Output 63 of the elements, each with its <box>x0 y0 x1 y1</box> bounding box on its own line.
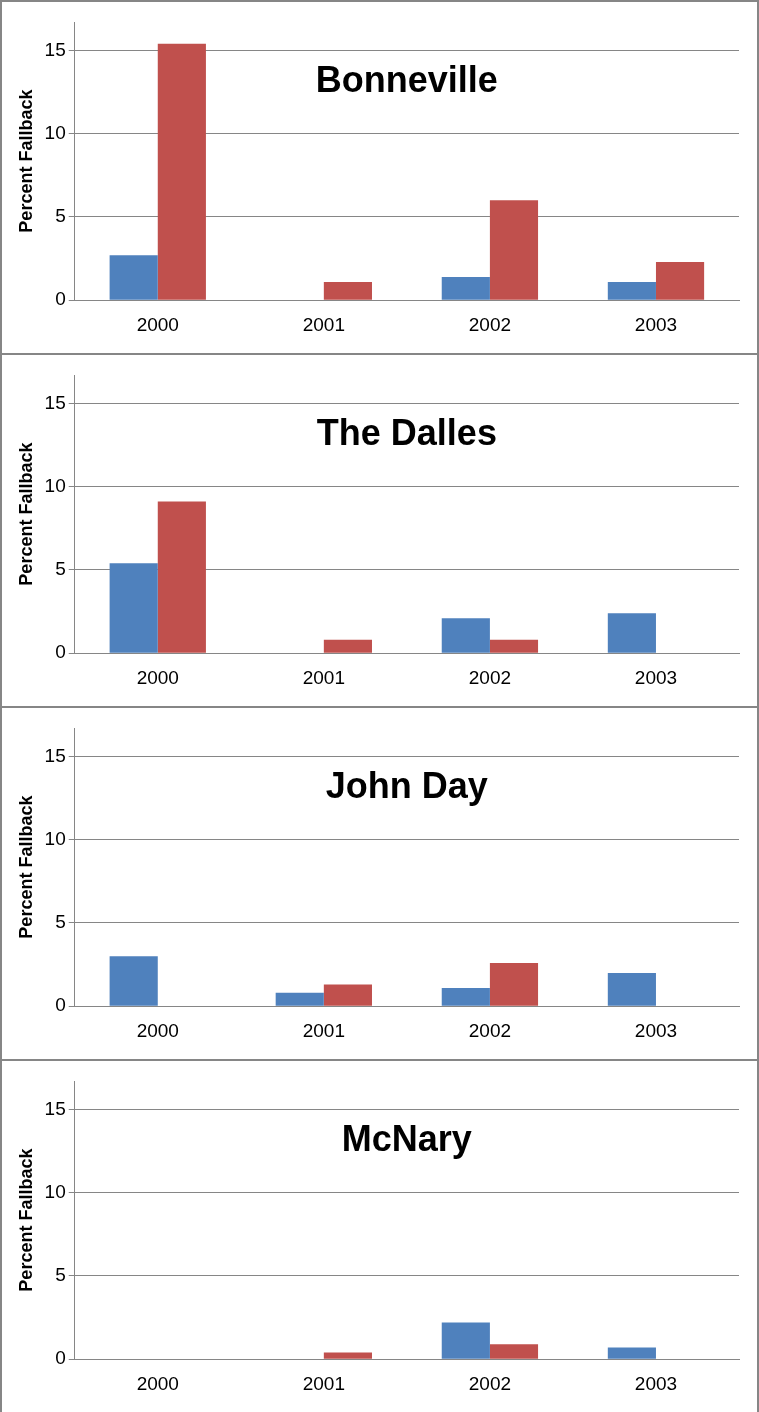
y-axis-title: Percent Fallback <box>15 88 36 233</box>
y-tick-label: 10 <box>44 121 66 143</box>
bar <box>109 563 158 653</box>
bar <box>441 987 490 1006</box>
x-tick-label: 2000 <box>136 1372 179 1394</box>
y-tick-label: 0 <box>55 641 66 663</box>
bar <box>109 255 158 300</box>
bar <box>109 956 158 1006</box>
bar <box>323 984 372 1006</box>
x-tick-label: 2002 <box>468 313 512 335</box>
text: John Day <box>325 764 488 806</box>
bar <box>441 618 490 653</box>
x-tick-label: 2002 <box>468 666 512 688</box>
y-tick-label: 5 <box>55 558 66 580</box>
x-tick-label: 2002 <box>468 1019 512 1041</box>
y-tick-label: 10 <box>44 1180 66 1202</box>
y-tick-label: 5 <box>55 1264 66 1286</box>
y-tick-label: 10 <box>44 827 66 849</box>
y-axis-title: Percent Fallback <box>15 794 36 939</box>
bar <box>323 639 372 653</box>
bar <box>489 962 539 1006</box>
x-tick-label: 2001 <box>302 313 345 335</box>
text: McNary <box>341 1117 472 1159</box>
bar <box>489 1344 539 1359</box>
x-tick-label: 2002 <box>468 1372 512 1394</box>
bar <box>157 43 206 300</box>
bar <box>607 613 656 653</box>
bar <box>441 1322 490 1359</box>
y-tick-label: 0 <box>55 288 66 310</box>
x-tick-label: 2001 <box>302 666 345 688</box>
text: Bonneville <box>315 58 498 100</box>
bar <box>441 276 490 300</box>
bar <box>607 972 656 1006</box>
x-tick-label: 2003 <box>634 1372 678 1394</box>
y-tick-label: 15 <box>44 744 66 766</box>
x-tick-label: 2003 <box>634 1019 678 1041</box>
bar <box>157 501 206 653</box>
y-axis-title: Percent Fallback <box>15 441 36 586</box>
y-tick-label: 10 <box>44 474 66 496</box>
x-tick-label: 2001 <box>302 1019 345 1041</box>
x-tick-label: 2003 <box>634 666 678 688</box>
y-tick-label: 15 <box>44 38 66 60</box>
x-tick-label: 2000 <box>136 666 179 688</box>
y-axis-title: Percent Fallback <box>15 1147 36 1292</box>
y-tick-label: 0 <box>55 994 66 1016</box>
x-tick-label: 2003 <box>634 313 678 335</box>
y-tick-label: 15 <box>44 391 66 413</box>
x-tick-label: 2001 <box>302 1372 345 1394</box>
bar <box>607 281 656 300</box>
bar <box>489 639 539 653</box>
x-tick-label: 2000 <box>136 313 179 335</box>
bar <box>323 281 372 300</box>
y-tick-label: 5 <box>55 911 66 933</box>
x-tick-label: 2000 <box>136 1019 179 1041</box>
bar <box>275 992 324 1006</box>
bar <box>323 1352 372 1359</box>
y-tick-label: 5 <box>55 205 66 227</box>
bar <box>655 261 705 300</box>
y-tick-label: 15 <box>44 1097 66 1119</box>
text: The Dalles <box>316 411 497 453</box>
y-tick-label: 0 <box>55 1347 66 1369</box>
bar <box>489 200 539 300</box>
bar <box>607 1347 656 1359</box>
